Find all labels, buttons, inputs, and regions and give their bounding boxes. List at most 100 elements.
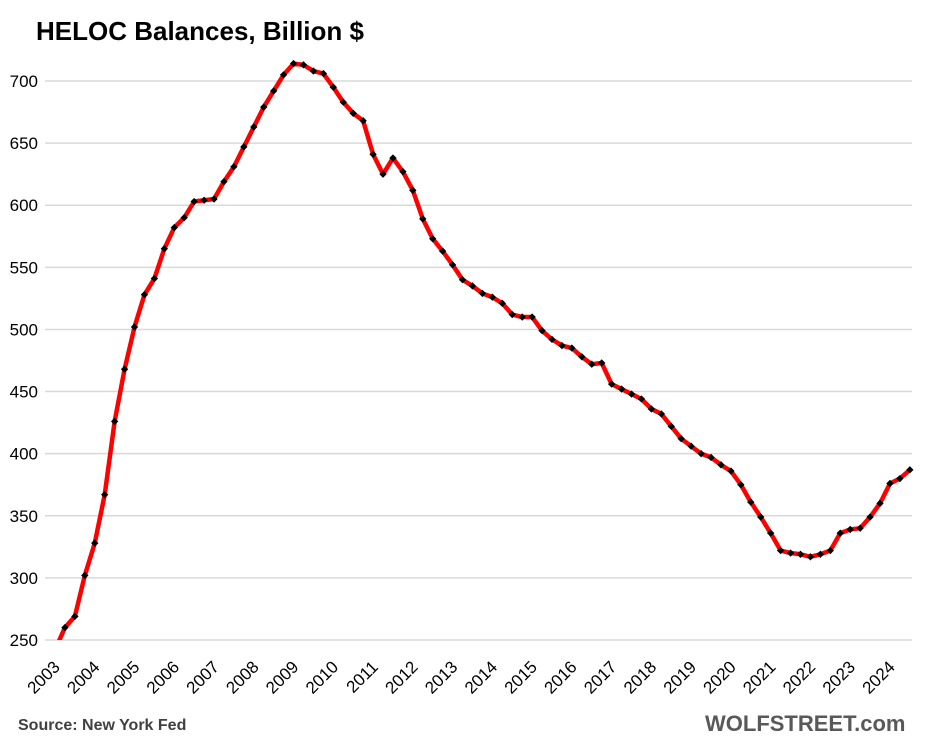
y-tick-label: 600 bbox=[10, 196, 38, 215]
data-point-marker bbox=[120, 365, 129, 373]
data-point-marker bbox=[776, 546, 785, 555]
data-point-marker bbox=[747, 498, 755, 506]
data-point-marker bbox=[796, 550, 805, 558]
data-point-marker bbox=[806, 553, 815, 561]
data-point-marker bbox=[488, 293, 497, 301]
x-tick-label: 2023 bbox=[819, 657, 859, 697]
data-point-marker bbox=[528, 313, 536, 321]
data-point-marker bbox=[309, 67, 318, 75]
x-tick-label: 2016 bbox=[541, 657, 581, 697]
data-point-marker bbox=[558, 341, 566, 350]
data-point-marker bbox=[687, 442, 695, 450]
x-tick-label: 2007 bbox=[183, 657, 223, 697]
data-point-marker bbox=[627, 390, 636, 398]
x-tick-label: 2008 bbox=[222, 657, 262, 697]
data-point-marker bbox=[478, 289, 487, 298]
x-tick-label: 2004 bbox=[63, 657, 103, 697]
data-point-marker bbox=[657, 410, 666, 418]
data-point-marker bbox=[61, 623, 69, 632]
data-point-marker bbox=[876, 499, 884, 508]
data-point-marker bbox=[856, 524, 864, 532]
data-point-marker bbox=[160, 245, 169, 253]
data-point-marker bbox=[786, 549, 795, 557]
x-tick-label: 2017 bbox=[580, 657, 620, 697]
y-tick-label: 650 bbox=[10, 134, 38, 153]
data-point-marker bbox=[389, 154, 397, 162]
data-point-marker bbox=[886, 479, 894, 488]
y-tick-label: 500 bbox=[10, 320, 38, 339]
series-heloc bbox=[56, 59, 914, 640]
data-point-marker bbox=[319, 69, 328, 78]
y-tick-label: 450 bbox=[10, 383, 38, 402]
data-point-marker bbox=[339, 98, 347, 106]
x-tick-label: 2020 bbox=[700, 657, 740, 697]
series-line bbox=[56, 61, 912, 640]
data-point-marker bbox=[270, 87, 278, 95]
data-point-marker bbox=[91, 539, 99, 547]
x-tick-label: 2010 bbox=[302, 657, 342, 697]
data-point-marker bbox=[568, 344, 576, 352]
data-point-marker bbox=[279, 71, 288, 79]
data-point-marker bbox=[816, 550, 825, 558]
data-point-marker bbox=[727, 467, 735, 475]
data-point-marker bbox=[667, 422, 675, 431]
x-tick-label: 2021 bbox=[739, 657, 779, 697]
x-tick-label: 2009 bbox=[262, 657, 302, 697]
y-tick-label: 550 bbox=[10, 258, 38, 277]
data-point-marker bbox=[717, 461, 725, 469]
data-point-marker bbox=[130, 323, 139, 331]
data-point-marker bbox=[757, 513, 765, 521]
data-point-marker bbox=[637, 395, 646, 403]
data-point-marker bbox=[429, 235, 437, 243]
data-point-marker bbox=[826, 546, 834, 555]
data-point-marker bbox=[110, 417, 119, 426]
data-point-marker bbox=[578, 353, 586, 361]
data-point-marker bbox=[289, 59, 298, 68]
x-tick-label: 2003 bbox=[24, 657, 64, 697]
data-point-marker bbox=[707, 453, 715, 462]
data-point-marker bbox=[329, 83, 337, 91]
data-point-marker bbox=[598, 359, 606, 367]
data-point-marker bbox=[896, 474, 904, 483]
data-point-marker bbox=[101, 490, 109, 499]
y-axis-ticks: 250 300 350 400 450 500 550 600 650 700 bbox=[10, 72, 38, 650]
data-point-marker bbox=[647, 405, 656, 413]
x-tick-label: 2006 bbox=[143, 657, 183, 697]
data-point-marker bbox=[906, 466, 914, 474]
data-point-marker bbox=[190, 197, 198, 206]
y-tick-label: 300 bbox=[10, 569, 38, 588]
brand-watermark: WOLFSTREET.com bbox=[705, 711, 906, 736]
data-point-marker bbox=[767, 529, 775, 537]
data-point-marker bbox=[299, 61, 308, 69]
data-point-marker bbox=[588, 360, 596, 368]
x-tick-label: 2019 bbox=[660, 657, 700, 697]
data-point-marker bbox=[458, 276, 467, 284]
data-point-marker bbox=[359, 117, 367, 125]
y-tick-label: 350 bbox=[10, 507, 38, 526]
y-tick-label: 700 bbox=[10, 72, 38, 91]
x-tick-label: 2013 bbox=[421, 657, 461, 697]
data-point-marker bbox=[737, 481, 745, 489]
x-tick-label: 2024 bbox=[859, 657, 899, 697]
x-tick-label: 2018 bbox=[620, 657, 660, 697]
data-point-marker bbox=[220, 177, 228, 186]
data-point-marker bbox=[607, 380, 616, 388]
data-point-marker bbox=[866, 513, 874, 521]
data-point-marker bbox=[508, 310, 516, 319]
data-point-marker bbox=[448, 261, 457, 269]
data-point-marker bbox=[468, 282, 477, 290]
y-tick-label: 400 bbox=[10, 445, 38, 464]
data-point-marker bbox=[419, 215, 427, 223]
data-point-marker bbox=[836, 529, 844, 537]
x-tick-label: 2012 bbox=[381, 657, 421, 697]
chart-title: HELOC Balances, Billion $ bbox=[36, 16, 364, 46]
x-tick-label: 2022 bbox=[779, 657, 819, 697]
data-point-marker bbox=[438, 247, 447, 255]
data-point-marker bbox=[250, 123, 258, 131]
data-point-marker bbox=[170, 223, 178, 232]
data-point-marker bbox=[538, 327, 546, 335]
y-tick-label: 250 bbox=[10, 631, 38, 650]
data-point-marker bbox=[240, 143, 248, 151]
